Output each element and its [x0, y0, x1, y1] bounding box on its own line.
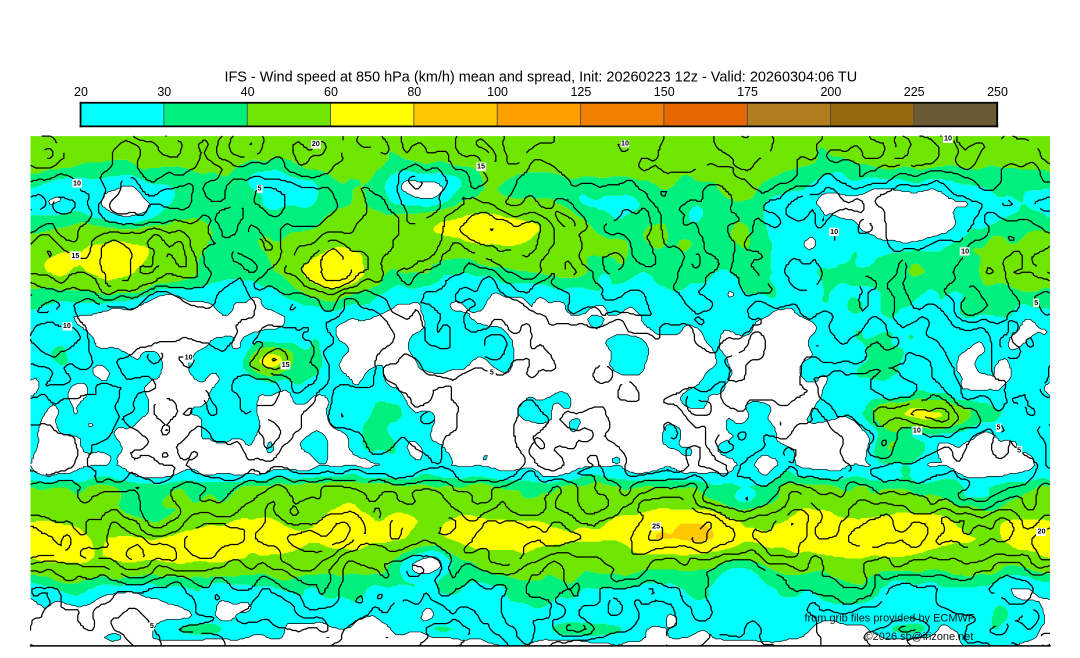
svg-text:5: 5: [1034, 298, 1038, 307]
svg-text:5: 5: [996, 423, 1000, 432]
svg-text:15: 15: [477, 162, 485, 171]
svg-text:IFS - Wind speed at 850 hPa (k: IFS - Wind speed at 850 hPa (km/h) mean …: [224, 69, 857, 85]
svg-text:80: 80: [407, 85, 421, 99]
svg-text:200: 200: [820, 85, 841, 99]
svg-text:125: 125: [570, 85, 591, 99]
svg-text:100: 100: [487, 85, 508, 99]
svg-text:60: 60: [324, 85, 338, 99]
svg-text:5: 5: [1017, 445, 1021, 454]
svg-text:175: 175: [737, 85, 758, 99]
svg-text:10: 10: [73, 179, 81, 188]
svg-text:250: 250: [987, 85, 1008, 99]
svg-text:15: 15: [282, 360, 290, 369]
svg-text:from grib files provided by EC: from grib files provided by ECMWF: [804, 613, 974, 625]
svg-text:20: 20: [74, 85, 88, 99]
svg-text:5: 5: [257, 183, 261, 192]
svg-text:10: 10: [830, 227, 838, 236]
svg-text:10: 10: [961, 247, 969, 256]
svg-text:10: 10: [913, 426, 921, 435]
svg-text:150: 150: [654, 85, 675, 99]
svg-text:225: 225: [904, 85, 925, 99]
svg-text:5: 5: [150, 621, 154, 630]
svg-text:10: 10: [944, 133, 952, 142]
svg-text:10: 10: [63, 321, 71, 330]
svg-text:20: 20: [1037, 526, 1045, 535]
svg-text:20: 20: [312, 139, 320, 148]
svg-text:25: 25: [652, 521, 660, 530]
svg-text:30: 30: [157, 85, 171, 99]
svg-text:10: 10: [621, 139, 629, 148]
svg-text:15: 15: [71, 251, 79, 260]
svg-text:40: 40: [241, 85, 255, 99]
svg-text:10: 10: [185, 353, 193, 362]
svg-text:5: 5: [490, 368, 494, 377]
svg-text:©2026 sb@irizone.net: ©2026 sb@irizone.net: [865, 631, 974, 643]
